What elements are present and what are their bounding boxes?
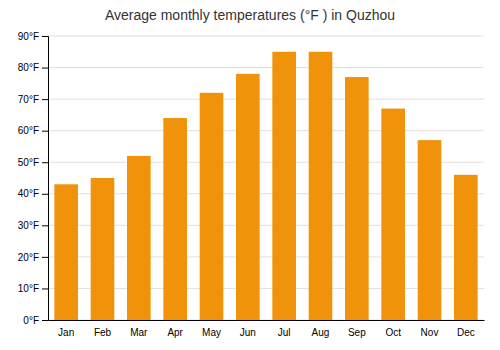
x-tick-label: Jan (58, 327, 74, 338)
bar (454, 175, 478, 320)
grid-line (48, 130, 484, 131)
grid-line (48, 67, 484, 68)
y-tick-mark (42, 320, 48, 321)
y-tick-mark (42, 99, 48, 100)
y-tick: 30°F (18, 220, 48, 231)
x-axis-line (49, 320, 485, 321)
y-tick: 40°F (18, 188, 48, 199)
x-tick-label: Mar (130, 327, 148, 338)
x-tick: Feb (94, 327, 112, 338)
y-tick-label: 0°F (23, 315, 39, 326)
y-tick-label: 60°F (18, 125, 39, 136)
x-tick-label: Apr (167, 327, 183, 338)
bar (127, 156, 151, 320)
y-tick-mark (42, 36, 48, 37)
x-tick-label: Sep (348, 327, 366, 338)
y-tick: 50°F (18, 157, 48, 168)
x-tick: Dec (457, 327, 475, 338)
chart: Average monthly temperatures (°F ) in Qu… (0, 0, 500, 350)
bar (309, 52, 333, 320)
y-tick-label: 70°F (18, 94, 39, 105)
y-tick-label: 80°F (18, 62, 39, 73)
x-tick: Jul (278, 327, 291, 338)
y-tick-label: 50°F (18, 157, 39, 168)
x-tick: Mar (130, 327, 148, 338)
bar (91, 178, 115, 320)
x-axis: Jan Feb Mar Apr May Jun Jul Aug Sep Oct Nov Dec (49, 321, 485, 339)
x-tick-label: Jul (278, 327, 291, 338)
bar (200, 93, 224, 320)
y-tick: 70°F (18, 94, 48, 105)
bar (163, 118, 187, 320)
y-tick-mark (42, 162, 48, 163)
x-tick: Oct (385, 327, 401, 338)
y-tick-mark (42, 257, 48, 258)
y-tick: 10°F (18, 283, 48, 294)
x-tick: Nov (421, 327, 439, 338)
y-tick-label: 10°F (18, 283, 39, 294)
y-tick-mark (42, 68, 48, 69)
y-axis: 0°F 10°F 20°F 30°F 40°F 50°F 60°F 70°F 80°F 90°F (18, 31, 49, 326)
x-tick: Aug (312, 327, 330, 338)
bar (381, 109, 405, 320)
y-tick-mark (42, 225, 48, 226)
bar (54, 184, 78, 320)
x-tick-label: Oct (385, 327, 401, 338)
y-tick: 0°F (23, 315, 48, 326)
y-tick-label: 30°F (18, 220, 39, 231)
x-tick-label: Jun (240, 327, 256, 338)
x-tick-label: Nov (421, 327, 439, 338)
bar (272, 52, 296, 320)
bar (345, 77, 369, 320)
y-tick-mark (42, 131, 48, 132)
y-tick: 60°F (18, 125, 48, 136)
x-tick-label: Feb (94, 327, 112, 338)
y-tick: 80°F (18, 62, 48, 73)
grid (48, 36, 484, 320)
x-tick-label: May (202, 327, 221, 338)
y-axis-line (42, 37, 49, 321)
y-tick: 20°F (18, 252, 48, 263)
title: Average monthly temperatures (°F ) in Qu… (105, 7, 395, 23)
x-tick-label: Aug (312, 327, 330, 338)
bar (236, 74, 260, 320)
y-tick-label: 90°F (18, 31, 39, 42)
y-tick-label: 40°F (18, 188, 39, 199)
plot: 0°F 10°F 20°F 30°F 40°F 50°F 60°F 70°F 80°F 90°F J… (18, 31, 485, 338)
y-tick-label: 20°F (18, 252, 39, 263)
bar (418, 140, 442, 320)
x-tick: Jan (58, 327, 74, 338)
x-tick: May (202, 327, 221, 338)
y-tick-mark (42, 288, 48, 289)
x-tick-label: Dec (457, 327, 475, 338)
grid-line (48, 36, 484, 37)
x-tick: Sep (348, 327, 366, 338)
x-tick: Jun (240, 327, 256, 338)
y-tick-mark (42, 194, 48, 195)
grid-line (48, 99, 484, 100)
x-tick: Apr (167, 327, 183, 338)
y-tick: 90°F (18, 31, 48, 42)
bars (54, 52, 477, 320)
